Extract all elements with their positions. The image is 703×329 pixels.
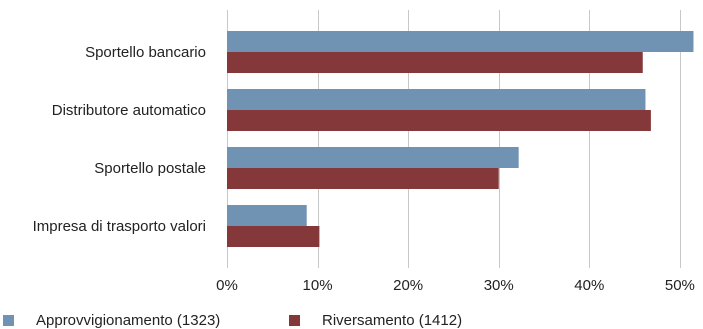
category-label-impresa-di-trasporto-valori: Impresa di trasporto valori <box>33 218 206 235</box>
x-tick-label-50: 50% <box>665 277 695 294</box>
bar-sportello-postale-riversamento <box>227 168 499 189</box>
x-tick-label-30: 30% <box>484 277 514 294</box>
bar-sportello-postale-approvvigionamento <box>227 147 519 168</box>
category-label-distributore-automatico: Distributore automatico <box>52 102 206 119</box>
category-label-sportello-bancario: Sportello bancario <box>85 44 206 61</box>
category-labels: Sportello bancario Distributore automatic… <box>33 44 206 235</box>
x-tick-label-20: 20% <box>393 277 423 294</box>
bar-sportello-bancario-approvvigionamento <box>227 31 694 52</box>
bar-sportello-bancario-riversamento <box>227 52 643 73</box>
bar-distributore-automatico-approvvigionamento <box>227 89 646 110</box>
legend-item-riversamento: Riversamento (1412) <box>289 312 462 329</box>
bar-distributore-automatico-riversamento <box>227 110 651 131</box>
x-tick-labels: 0% 10% 20% 30% 40% 50% <box>216 277 695 294</box>
x-tick-label-0: 0% <box>216 277 238 294</box>
legend-label-approvvigionamento: Approvvigionamento (1323) <box>36 312 221 329</box>
bars <box>227 31 694 247</box>
bar-impresa-di-trasporto-valori-riversamento <box>227 226 320 247</box>
category-label-sportello-postale: Sportello postale <box>94 160 206 177</box>
bar-impresa-di-trasporto-valori-approvvigionamento <box>227 205 307 226</box>
legend-label-riversamento: Riversamento (1412) <box>322 312 463 329</box>
x-tick-label-10: 10% <box>303 277 333 294</box>
x-tick-label-40: 40% <box>574 277 604 294</box>
legend: Approvvigionamento (1323) Riversamento (… <box>0 302 703 329</box>
legend-swatch-riversamento <box>289 315 300 326</box>
legend-item-approvvigionamento: Approvvigionamento (1323) <box>3 312 220 329</box>
legend-swatch-approvvigionamento <box>3 315 14 326</box>
bar-chart: Sportello bancario Distributore automatic… <box>33 10 695 294</box>
